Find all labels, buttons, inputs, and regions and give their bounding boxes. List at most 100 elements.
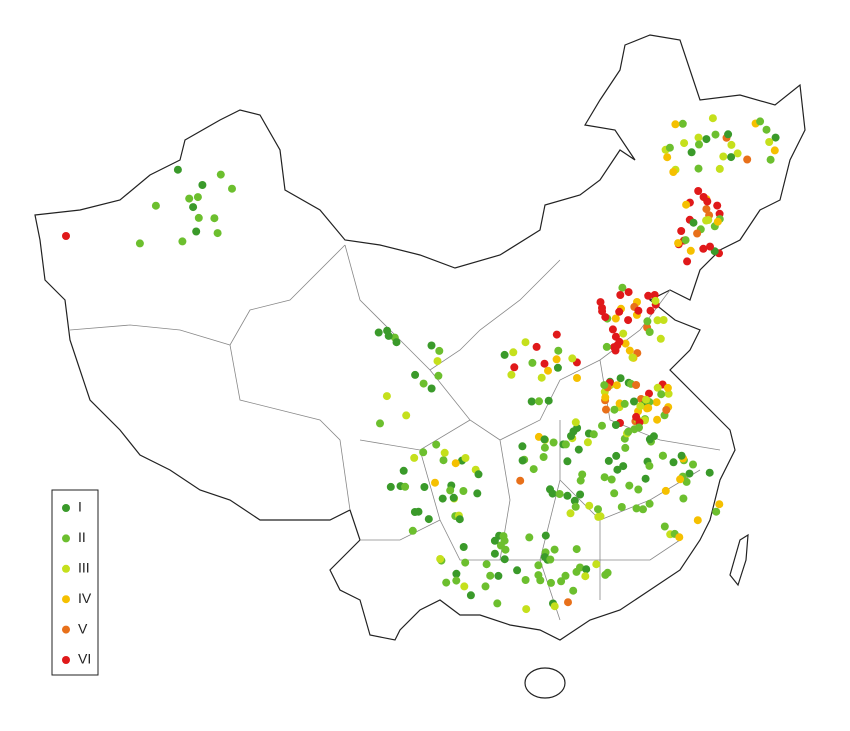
station-dot [619, 462, 628, 471]
station-dot [615, 337, 624, 346]
station-dot [652, 398, 661, 407]
station-dot [694, 133, 703, 142]
station-dot [663, 153, 672, 162]
legend-marker [62, 564, 70, 573]
station-dot [612, 451, 621, 460]
station-dot [486, 571, 495, 580]
station-dot [635, 423, 643, 432]
station-dot [594, 505, 602, 514]
station-dot [616, 374, 625, 383]
station-dot [601, 393, 610, 402]
station-dot [601, 313, 610, 322]
station-dot [664, 389, 673, 398]
station-dot [210, 214, 219, 223]
station-dot [636, 402, 645, 411]
legend-label: VI [78, 651, 91, 667]
station-dot [552, 330, 561, 339]
station-dot [386, 482, 395, 491]
station-dot [546, 555, 555, 564]
station-dot [392, 338, 401, 347]
station-dot [644, 404, 653, 412]
station-dot [574, 445, 583, 454]
legend-label: IV [78, 590, 92, 606]
station-dot [641, 474, 650, 483]
station-dot [594, 512, 603, 521]
station-dot [419, 448, 428, 457]
station-dot [598, 304, 606, 312]
station-dot [213, 229, 222, 238]
station-dot [576, 476, 585, 485]
station-dot [645, 389, 653, 398]
station-dot [135, 239, 144, 248]
station-dot [653, 383, 662, 392]
station-dot [521, 576, 530, 584]
station-dot [466, 591, 475, 600]
station-dot [455, 515, 464, 524]
station-dot [540, 359, 549, 368]
station-dot [581, 572, 590, 581]
station-dot [198, 181, 207, 189]
country-outline [34, 34, 806, 641]
station-dot [563, 457, 572, 466]
station-dot [719, 152, 728, 161]
station-dot [653, 415, 662, 424]
station-dot [570, 496, 579, 505]
station-dot [669, 168, 678, 176]
station-dot [634, 306, 643, 315]
station-dot [660, 522, 669, 531]
station-dot [534, 561, 543, 570]
station-dot [571, 502, 580, 511]
station-dot [518, 442, 527, 451]
station-dot [677, 227, 686, 235]
station-dot [431, 478, 439, 487]
station-dot [630, 397, 638, 406]
station-dot [516, 476, 525, 485]
station-dot [727, 153, 736, 162]
station-dot [513, 566, 522, 575]
station-dot [702, 205, 711, 214]
station-dot [619, 329, 628, 338]
station-dot [500, 350, 509, 359]
station-dot [522, 605, 531, 614]
station-dot [62, 232, 70, 240]
station-dot [674, 239, 683, 248]
station-dot [402, 411, 411, 420]
station-dot [689, 218, 698, 227]
station-dot [567, 432, 575, 440]
station-dot [699, 244, 708, 253]
station-dot [561, 571, 570, 580]
station-dot [677, 451, 686, 460]
station-dot [589, 430, 598, 439]
station-dot [659, 316, 668, 324]
station-dot [438, 494, 447, 503]
station-dot [663, 383, 672, 392]
station-dot [427, 384, 436, 393]
station-dot [695, 140, 703, 149]
station-dot [473, 489, 482, 498]
station-dot [501, 545, 510, 554]
station-dot [490, 536, 499, 545]
station-dot [151, 201, 160, 210]
station-dot [410, 453, 419, 462]
station-dot [550, 602, 559, 611]
station-dot [585, 501, 594, 510]
station-dot [459, 543, 468, 551]
station-dot [624, 427, 633, 436]
station-dot [500, 555, 509, 564]
station-dot [705, 468, 714, 477]
station-dot [762, 125, 771, 134]
station-dot [566, 509, 575, 518]
station-dot [694, 187, 703, 195]
station-dot [535, 397, 543, 406]
station-dot [644, 291, 653, 300]
station-dot [625, 346, 634, 355]
station-dot [602, 405, 610, 414]
station-dot [675, 533, 684, 542]
station-dot [689, 460, 697, 469]
station-dot [529, 465, 538, 474]
station-dot [682, 200, 691, 209]
station-dot [578, 470, 587, 479]
station-dot [608, 325, 617, 334]
station-dot [490, 549, 499, 558]
station-dot [532, 342, 541, 351]
